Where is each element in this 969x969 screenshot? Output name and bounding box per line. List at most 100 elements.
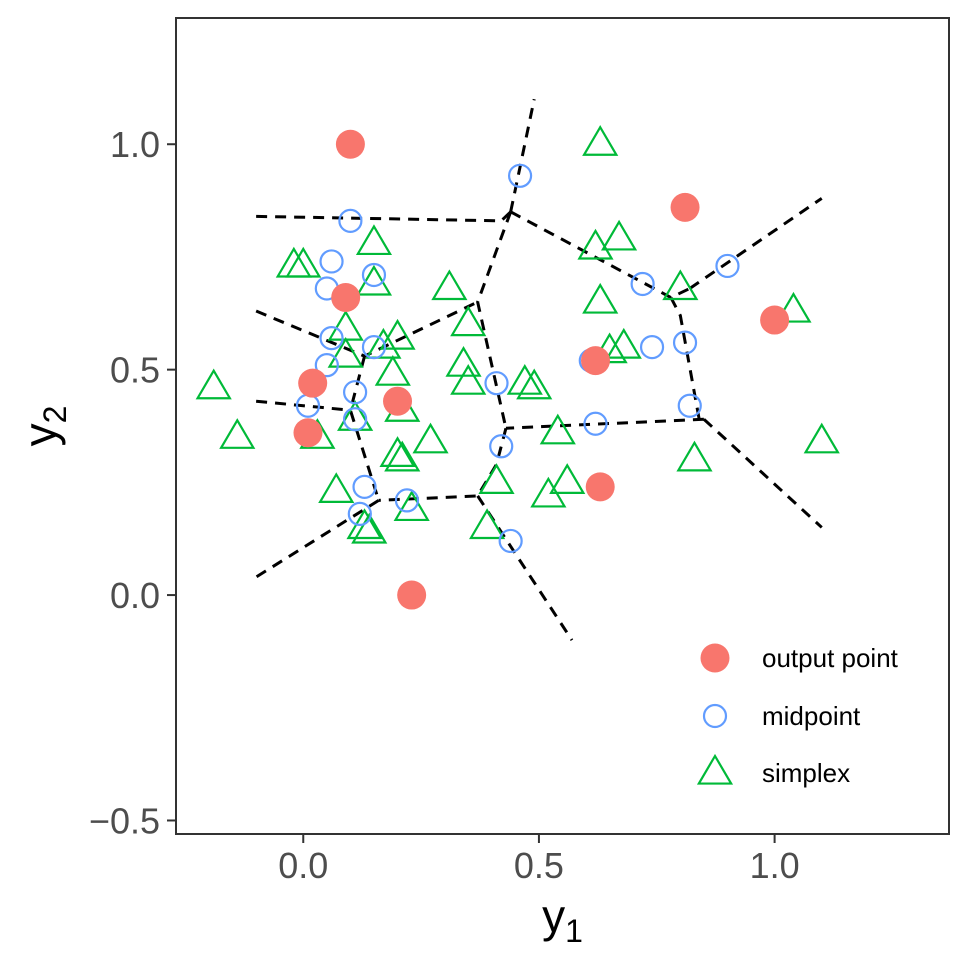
x-tick-label: 0.0	[278, 845, 328, 886]
x-axis-title-main: y	[542, 890, 565, 942]
simplex-point	[478, 463, 515, 494]
midpoint-point	[484, 371, 509, 396]
simplex-point	[285, 246, 322, 278]
simplex-point	[355, 224, 393, 256]
midpoint-point	[319, 325, 344, 351]
axes: 0.0 0.5 1.0 −0.5 0.0 0.5 1.0	[89, 124, 800, 886]
midpoint-point	[394, 488, 420, 513]
boundary-segment	[255, 499, 380, 579]
legend-marker-output	[700, 643, 730, 673]
legend-item-output: output point	[700, 643, 899, 673]
midpoint-point	[314, 353, 339, 378]
x-axis-title: y1	[542, 890, 583, 949]
boundary-segment	[348, 355, 381, 501]
boundary-segment	[505, 417, 704, 430]
boundary-segment	[378, 427, 508, 502]
midpoint-point	[672, 330, 698, 355]
boundary-segment	[476, 211, 513, 429]
output-point	[331, 283, 361, 313]
x-axis-title-subscript: 1	[565, 913, 583, 949]
simplex-point	[600, 219, 638, 251]
output-point	[670, 192, 700, 222]
midpoint-point	[361, 335, 387, 360]
simplex-point	[676, 440, 713, 472]
simplex-point	[379, 318, 416, 350]
midpoint-point	[352, 474, 377, 499]
simplex-point	[379, 436, 416, 467]
simplex-point	[549, 463, 586, 494]
x-tick-label: 1.0	[750, 845, 800, 886]
legend: output point midpoint simplex	[696, 643, 899, 788]
midpoint-point	[343, 407, 368, 432]
legend-marker-midpoint	[702, 703, 728, 729]
y-tick-label: 0.5	[110, 350, 160, 391]
output-point	[293, 418, 323, 448]
output-point	[580, 346, 610, 376]
legend-key-midpoint	[702, 703, 728, 729]
simplex-point	[431, 269, 468, 301]
simplex-point	[516, 368, 553, 400]
simplex-point	[412, 422, 449, 454]
simplex-point	[450, 305, 487, 337]
midpoint-point	[347, 501, 372, 527]
y-tick-label: 1.0	[110, 124, 160, 165]
midpoint-point	[677, 393, 702, 418]
legend-label-output-point: output point	[762, 643, 899, 673]
simplex-point	[582, 282, 619, 314]
boundary-segment	[669, 296, 704, 421]
output-point	[760, 305, 790, 335]
simplex-point	[577, 228, 614, 260]
data-points	[195, 125, 840, 610]
legend-key-simplex	[696, 753, 734, 785]
legend-label-simplex: simplex	[762, 758, 850, 788]
simplex-point	[450, 363, 487, 395]
midpoint-point	[343, 380, 368, 405]
boundary-segment	[509, 98, 536, 213]
boundary-lines	[255, 98, 823, 641]
x-tick-label: 0.5	[514, 845, 564, 886]
output-point	[335, 129, 365, 159]
midpoint-point	[715, 253, 740, 279]
output-point	[298, 368, 328, 398]
y-tick-label: −0.5	[89, 800, 160, 841]
midpoint-point	[319, 249, 344, 274]
simplex-point	[219, 418, 256, 449]
simplex-point	[469, 508, 506, 540]
midpoint-point	[498, 528, 523, 554]
midpoint-point	[583, 411, 608, 436]
legend-item-midpoint: midpoint	[702, 701, 861, 731]
simplex-point	[365, 327, 402, 359]
legend-marker-simplex	[696, 753, 734, 785]
legend-item-simplex: simplex	[696, 753, 850, 788]
boundary-segment	[256, 210, 512, 223]
simplex-point	[506, 363, 543, 395]
panel-border	[175, 17, 950, 835]
simplex-point	[775, 291, 812, 323]
simplex-point	[803, 422, 840, 454]
midpoint-point	[639, 335, 665, 360]
simplex-point	[662, 269, 699, 301]
output-point	[383, 386, 413, 416]
midpoint-point	[361, 262, 387, 288]
midpoint-point	[630, 271, 655, 297]
simplex-point	[351, 512, 388, 544]
simplex-point	[318, 472, 355, 504]
y-tick-label: 0.0	[110, 575, 160, 616]
legend-label-midpoint: midpoint	[762, 701, 861, 731]
y-axis-title: y2	[14, 406, 73, 447]
simplex-point	[374, 354, 411, 386]
y-axis-title-main: y	[14, 423, 66, 446]
midpoint-point	[489, 434, 514, 459]
output-point	[585, 472, 615, 502]
simplex-point	[582, 125, 619, 156]
boundary-segment	[255, 399, 351, 412]
simplex-point	[393, 490, 430, 522]
legend-key-output-point	[700, 643, 730, 673]
midpoint-point	[338, 208, 363, 233]
boundary-segment	[688, 197, 823, 290]
output-point	[397, 580, 427, 610]
simplex-point	[384, 440, 421, 472]
midpoint-point	[507, 163, 533, 188]
simplex-point	[539, 413, 576, 445]
